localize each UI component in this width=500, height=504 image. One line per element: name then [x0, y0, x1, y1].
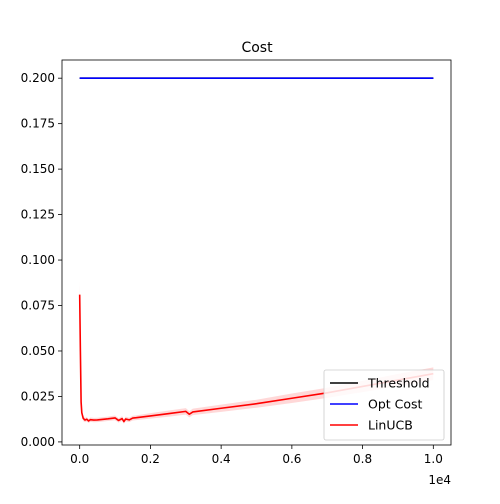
- y-tick-label: 0.100: [21, 253, 55, 267]
- y-tick-label: 0.000: [21, 435, 55, 449]
- legend-label: Threshold: [367, 376, 430, 391]
- legend-label: Opt Cost: [368, 397, 423, 412]
- series-layer: [78, 77, 434, 423]
- x-tick-label: 0.0: [70, 452, 89, 466]
- x-tick-label: 0.6: [282, 452, 301, 466]
- y-tick-label: 0.125: [21, 208, 55, 222]
- chart-title: Cost: [241, 40, 273, 56]
- plot-frame: [61, 59, 452, 446]
- y-tick-label: 0.050: [21, 344, 55, 358]
- legend: Threshold Opt Cost LinUCB: [323, 369, 445, 441]
- legend-box: [323, 369, 445, 441]
- y-tick-label: 0.150: [21, 162, 55, 176]
- x-axis-offset-label: 1e4: [428, 473, 451, 487]
- y-axis: 0.000 0.025 0.050 0.075 0.100 0.125 0.150 0.175…: [21, 71, 62, 449]
- y-tick-label: 0.075: [21, 299, 55, 313]
- x-tick-label: 0.2: [141, 452, 160, 466]
- series-line-linucb: [78, 294, 434, 423]
- x-tick-label: 0.4: [212, 452, 231, 466]
- x-axis: 0.0 0.2 0.4 0.6 0.8 1.0: [70, 445, 443, 466]
- y-tick-label: 0.200: [21, 71, 55, 85]
- legend-label: LinUCB: [368, 418, 413, 433]
- y-tick-label: 0.025: [21, 389, 55, 403]
- x-tick-label: 0.8: [353, 452, 372, 466]
- x-tick-label: 1.0: [424, 452, 443, 466]
- y-tick-label: 0.175: [21, 117, 55, 131]
